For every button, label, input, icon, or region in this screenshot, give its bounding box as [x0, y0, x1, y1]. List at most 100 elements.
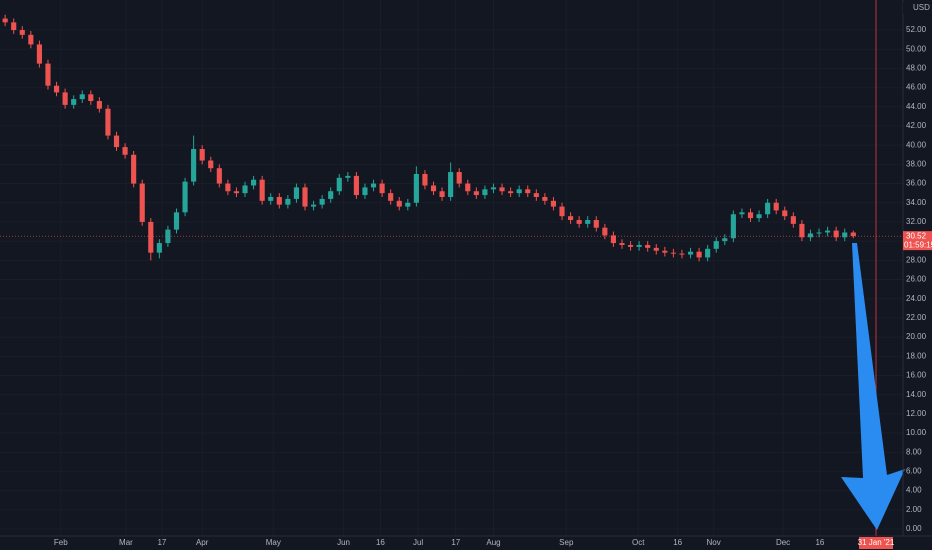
y-tick-label: 26.00 — [906, 275, 927, 284]
candle-body — [833, 230, 839, 238]
y-tick-label: 36.00 — [906, 179, 927, 188]
candle-body — [576, 220, 582, 224]
candle-body — [653, 247, 659, 251]
candle-body — [413, 173, 419, 203]
candle-body — [139, 183, 145, 222]
candle-body — [45, 63, 51, 86]
x-tick-label: Apr — [196, 538, 209, 547]
candle-body — [62, 92, 68, 105]
candle-body — [670, 252, 676, 254]
candle-body — [842, 232, 848, 238]
candle-body — [799, 223, 805, 238]
y-tick-label: 4.00 — [906, 486, 922, 495]
y-tick-label: 52.00 — [906, 25, 927, 34]
x-tick-label: 16 — [376, 538, 385, 547]
y-tick-label: 46.00 — [906, 83, 927, 92]
candle-body — [182, 181, 188, 213]
candle-body — [88, 94, 94, 102]
candle-body — [525, 189, 531, 194]
y-tick-label: 28.00 — [906, 255, 927, 264]
candle-body — [782, 210, 788, 217]
candle-body — [293, 187, 300, 199]
candle-body — [850, 232, 856, 237]
x-tick-label: 16 — [815, 538, 824, 547]
y-tick-label: 50.00 — [906, 44, 927, 53]
candle-body — [328, 191, 334, 199]
candle-body — [422, 173, 428, 186]
candle-body — [336, 177, 342, 192]
candle-body — [636, 244, 642, 247]
candle-body — [730, 214, 736, 239]
candle-body — [559, 206, 565, 217]
candle-body — [199, 149, 205, 161]
x-tick-label: Jun — [337, 538, 350, 547]
candle-body — [242, 185, 248, 194]
candle-body — [533, 193, 539, 197]
candle-body — [687, 251, 694, 255]
y-tick-label: 32.00 — [906, 217, 927, 226]
candle-body — [53, 85, 60, 93]
candle-body — [593, 220, 599, 228]
currency: USD — [913, 3, 930, 12]
last-price-box — [903, 231, 932, 251]
y-tick-label: 24.00 — [906, 294, 927, 303]
x-tick-label: 17 — [157, 538, 166, 547]
x-tick-label: Jul — [413, 538, 423, 547]
y-tick-label: 0.00 — [906, 524, 922, 533]
y-tick-label: 38.00 — [906, 159, 927, 168]
x-tick-label: Oct — [632, 538, 645, 547]
candle-body — [310, 204, 317, 207]
candle-body — [396, 200, 402, 207]
candle-body — [550, 200, 557, 207]
y-tick-label: 14.00 — [906, 390, 927, 399]
y-tick-label: 16.00 — [906, 371, 927, 380]
candle-body — [430, 185, 437, 192]
candle-body — [662, 250, 668, 253]
x-tick-label: Aug — [486, 538, 500, 547]
candle-body — [790, 216, 796, 224]
candle-body — [388, 193, 394, 201]
candle-body — [568, 216, 574, 221]
candle-body — [362, 187, 368, 196]
y-tick-label: 2.00 — [906, 505, 922, 514]
candle-body — [482, 189, 488, 196]
candle-body — [816, 232, 822, 234]
candle-body — [96, 101, 102, 109]
candle-body — [722, 238, 728, 242]
candle-body — [627, 244, 634, 247]
candle-body — [79, 94, 85, 100]
candle-body — [645, 244, 651, 248]
grid — [0, 0, 903, 536]
candle-body — [473, 191, 479, 196]
candle-body — [28, 34, 34, 45]
y-tick-label: 44.00 — [906, 102, 927, 111]
candle-body — [36, 44, 42, 64]
candle-body — [191, 149, 197, 182]
candle-body — [713, 241, 719, 249]
candle-body — [765, 202, 771, 215]
candle-body — [405, 202, 411, 207]
candle-body — [276, 196, 282, 205]
candle-body — [370, 183, 377, 188]
y-tick-label: 6.00 — [906, 467, 922, 476]
candle-body — [456, 172, 462, 184]
y-tick-label: 8.00 — [906, 447, 922, 456]
candle-body — [165, 229, 171, 244]
candle-body — [807, 233, 814, 238]
last-price-label: 30.52 — [906, 231, 927, 240]
candle-body — [619, 243, 625, 245]
candle-body — [2, 18, 8, 23]
candle-body — [353, 175, 359, 196]
candle-body — [747, 212, 754, 219]
candle-body — [499, 187, 505, 192]
candle-body — [542, 196, 548, 201]
x-tick-label: 16 — [673, 538, 682, 547]
x-tick-label: Feb — [54, 538, 68, 547]
countdown: 01:59:15 — [904, 240, 932, 249]
candle-body — [696, 251, 702, 258]
candle-body — [113, 135, 120, 148]
candle-body — [259, 179, 265, 201]
candle-body — [465, 183, 471, 192]
